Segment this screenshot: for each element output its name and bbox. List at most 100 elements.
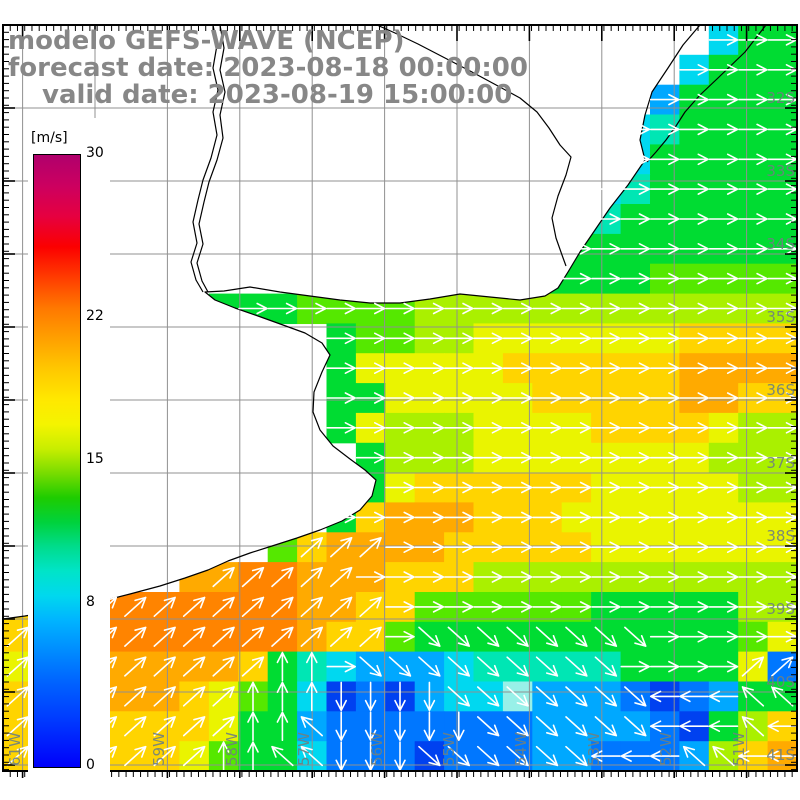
wind-arrow-e bbox=[649, 362, 680, 374]
colorbar-tick-30: 30 bbox=[86, 145, 104, 161]
wind-arrow-n bbox=[276, 651, 289, 682]
wind-arrow-a bbox=[330, 537, 353, 558]
wind-arrow-e bbox=[649, 213, 680, 225]
wind-arrow-a bbox=[241, 656, 265, 677]
wind-arrow-s bbox=[506, 656, 529, 677]
wind-arrow-e bbox=[620, 332, 651, 345]
wind-arrow-e bbox=[679, 153, 709, 166]
wind-arrow-e bbox=[679, 93, 709, 106]
wind-arrow-s bbox=[594, 626, 618, 647]
map-frame bbox=[2, 24, 798, 772]
wind-arrow-a bbox=[153, 626, 176, 647]
wind-arrow-e bbox=[532, 272, 562, 285]
wind-arrow-e bbox=[767, 93, 798, 106]
wind-arrow-w bbox=[771, 686, 794, 707]
wind-arrow-e bbox=[385, 481, 415, 494]
wind-arrow-e bbox=[767, 511, 798, 524]
wind-arrow-s bbox=[594, 686, 618, 707]
wind-arrow-e bbox=[649, 481, 680, 494]
wind-arrow-e bbox=[679, 630, 709, 643]
wind-arrow-e bbox=[649, 571, 680, 583]
wind-arrow-w bbox=[712, 745, 735, 767]
wind-arrow-e bbox=[738, 34, 768, 46]
wind-arrow-e bbox=[679, 272, 709, 285]
colorbar-tick-22: 22 bbox=[86, 308, 104, 325]
wind-arrow-e bbox=[532, 511, 562, 524]
wind-arrow-s bbox=[535, 686, 559, 707]
wind-arrow-n bbox=[247, 681, 259, 712]
wind-arrow-e bbox=[649, 630, 680, 643]
wind-arrow-e bbox=[708, 93, 739, 106]
wind-arrow-s bbox=[477, 686, 500, 707]
lat-label-39s: 39S bbox=[766, 600, 795, 618]
wind-arrow-e bbox=[738, 93, 768, 106]
country-border-line bbox=[376, 24, 572, 267]
wind-arrow-e bbox=[708, 451, 739, 464]
wind-arrow-e bbox=[620, 213, 651, 225]
wind-arrow-a bbox=[124, 626, 147, 647]
wind-arrow-e bbox=[767, 272, 798, 285]
wind-arrow-s bbox=[418, 656, 441, 677]
wind-arrow-e bbox=[649, 511, 680, 524]
colorbar-tick-8: 8 bbox=[86, 593, 95, 610]
wind-arrow-e bbox=[738, 153, 768, 166]
wind-arrow-e bbox=[620, 392, 651, 404]
wind-arrow-d bbox=[364, 681, 377, 712]
wind-arrow-a bbox=[6, 686, 29, 707]
wind-arrow-e bbox=[473, 511, 503, 524]
wind-arrow-a bbox=[271, 596, 294, 617]
wind-arrow-e bbox=[355, 392, 386, 404]
wind-arrow-n bbox=[247, 741, 259, 771]
wind-arrow-w bbox=[682, 745, 706, 767]
wind-arrow-e bbox=[679, 422, 709, 434]
colorbar-tick-15: 15 bbox=[86, 451, 104, 467]
wind-arrow-e bbox=[502, 451, 533, 464]
wind-arrow-e bbox=[738, 272, 768, 285]
wind-arrow-a bbox=[212, 686, 235, 707]
wind-arrow-n bbox=[306, 651, 318, 682]
wind-arrow-e bbox=[591, 601, 621, 613]
wind-arrow-e bbox=[679, 601, 709, 613]
wind-arrow-a bbox=[359, 537, 382, 558]
wind-arrow-e bbox=[414, 332, 445, 345]
wind-arrow-s bbox=[447, 656, 470, 677]
wind-arrow-e bbox=[326, 392, 356, 404]
wind-arrow-e bbox=[591, 541, 621, 553]
wind-arrow-a bbox=[241, 566, 265, 588]
wind-arrow-e bbox=[502, 601, 533, 613]
wind-arrow-a bbox=[182, 656, 206, 677]
wind-arrow-a bbox=[6, 626, 29, 647]
wind-arrow-s bbox=[418, 626, 441, 647]
wind-arrow-e bbox=[679, 511, 709, 524]
wind-arrow-e bbox=[561, 332, 592, 345]
wind-arrow-d bbox=[423, 681, 436, 712]
wind-arrow-e bbox=[355, 302, 386, 315]
wind-arrow-s bbox=[535, 716, 559, 737]
wind-arrow-e bbox=[679, 64, 709, 76]
wind-arrow-e bbox=[708, 511, 739, 524]
wind-arrow-s bbox=[447, 745, 470, 767]
wind-arrow-e bbox=[591, 451, 621, 464]
wind-arrow-l bbox=[767, 750, 798, 762]
wind-arrow-e bbox=[767, 630, 798, 643]
wind-arrow-d bbox=[394, 711, 406, 741]
wind-arrow-e bbox=[649, 302, 680, 315]
wind-arrow-e bbox=[355, 422, 386, 434]
wind-arrow-l bbox=[649, 750, 680, 762]
wind-arrow-l bbox=[649, 690, 680, 703]
wind-arrow-e bbox=[414, 511, 445, 524]
wind-arrow-e bbox=[591, 362, 621, 374]
wind-arrow-a bbox=[124, 745, 147, 767]
wind-arrow-e bbox=[708, 481, 739, 494]
wind-arrow-s bbox=[594, 656, 618, 677]
wind-arrow-e bbox=[385, 601, 415, 613]
wind-arrow-s bbox=[477, 656, 500, 677]
wind-arrow-l bbox=[620, 750, 651, 762]
wind-arrow-e bbox=[385, 511, 415, 524]
wind-arrow-e bbox=[649, 392, 680, 404]
outer-coastline bbox=[646, 24, 767, 163]
wind-arrow-e bbox=[502, 332, 533, 345]
wind-arrow-e bbox=[620, 183, 651, 195]
wind-arrow-e bbox=[591, 213, 621, 225]
